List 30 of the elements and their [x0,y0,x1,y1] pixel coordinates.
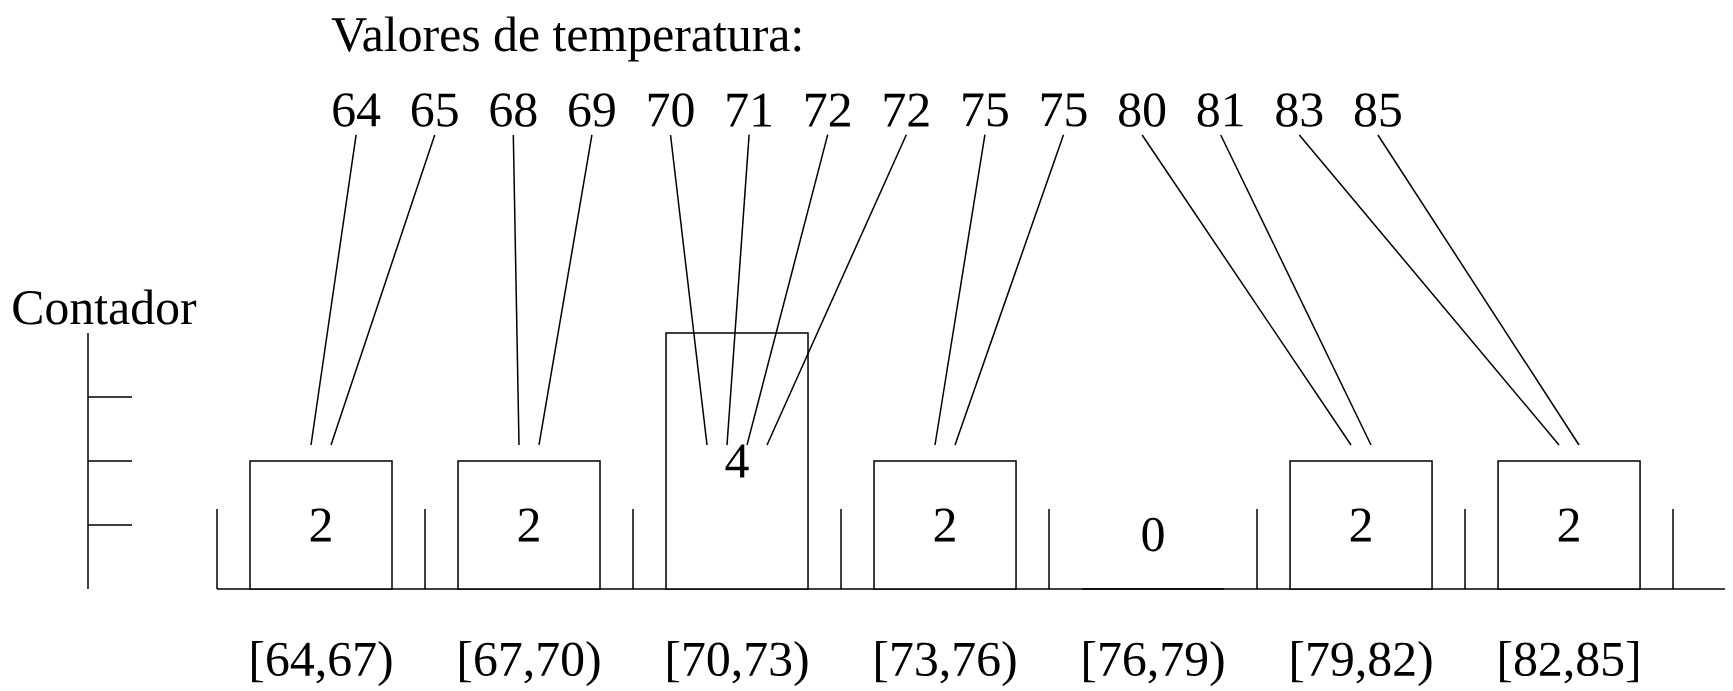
x-tick-label: [82,85] [1500,641,1638,684]
text: 80 [1119,93,1166,127]
x-tick-label: [64,67) [252,641,392,687]
text: 68 [490,93,537,127]
text: 65 [411,93,458,127]
data-label: 2 [1350,508,1371,542]
text: 64 [333,93,381,127]
x-tick-label: [73,76) [876,641,1016,687]
x-tick-label: [79,82) [1292,641,1432,687]
x-tick-label: [67,70) [460,641,600,687]
text: 83 [1276,93,1323,127]
data-label: 0 [1142,517,1164,552]
text: 85 [1354,93,1401,127]
data-label: 4 [725,444,749,478]
y-axis-title: Contador [13,289,197,325]
data-label: 2 [310,508,331,542]
chart-title: Valores de temperatura: [331,16,801,62]
data-label: 2 [934,508,955,542]
text: 72 [884,93,929,127]
text: 81 [1197,93,1243,127]
text: 71 [727,93,772,127]
text: 72 [806,93,850,127]
x-tick-label: [70,73) [668,641,808,687]
text: 69 [569,93,615,127]
data-label: 2 [518,508,539,542]
text: 70 [648,93,694,127]
text: 75 [963,93,1008,127]
text: 75 [1041,93,1087,127]
data-label: 2 [1558,508,1579,542]
x-tick-label: [76,79) [1084,641,1224,687]
